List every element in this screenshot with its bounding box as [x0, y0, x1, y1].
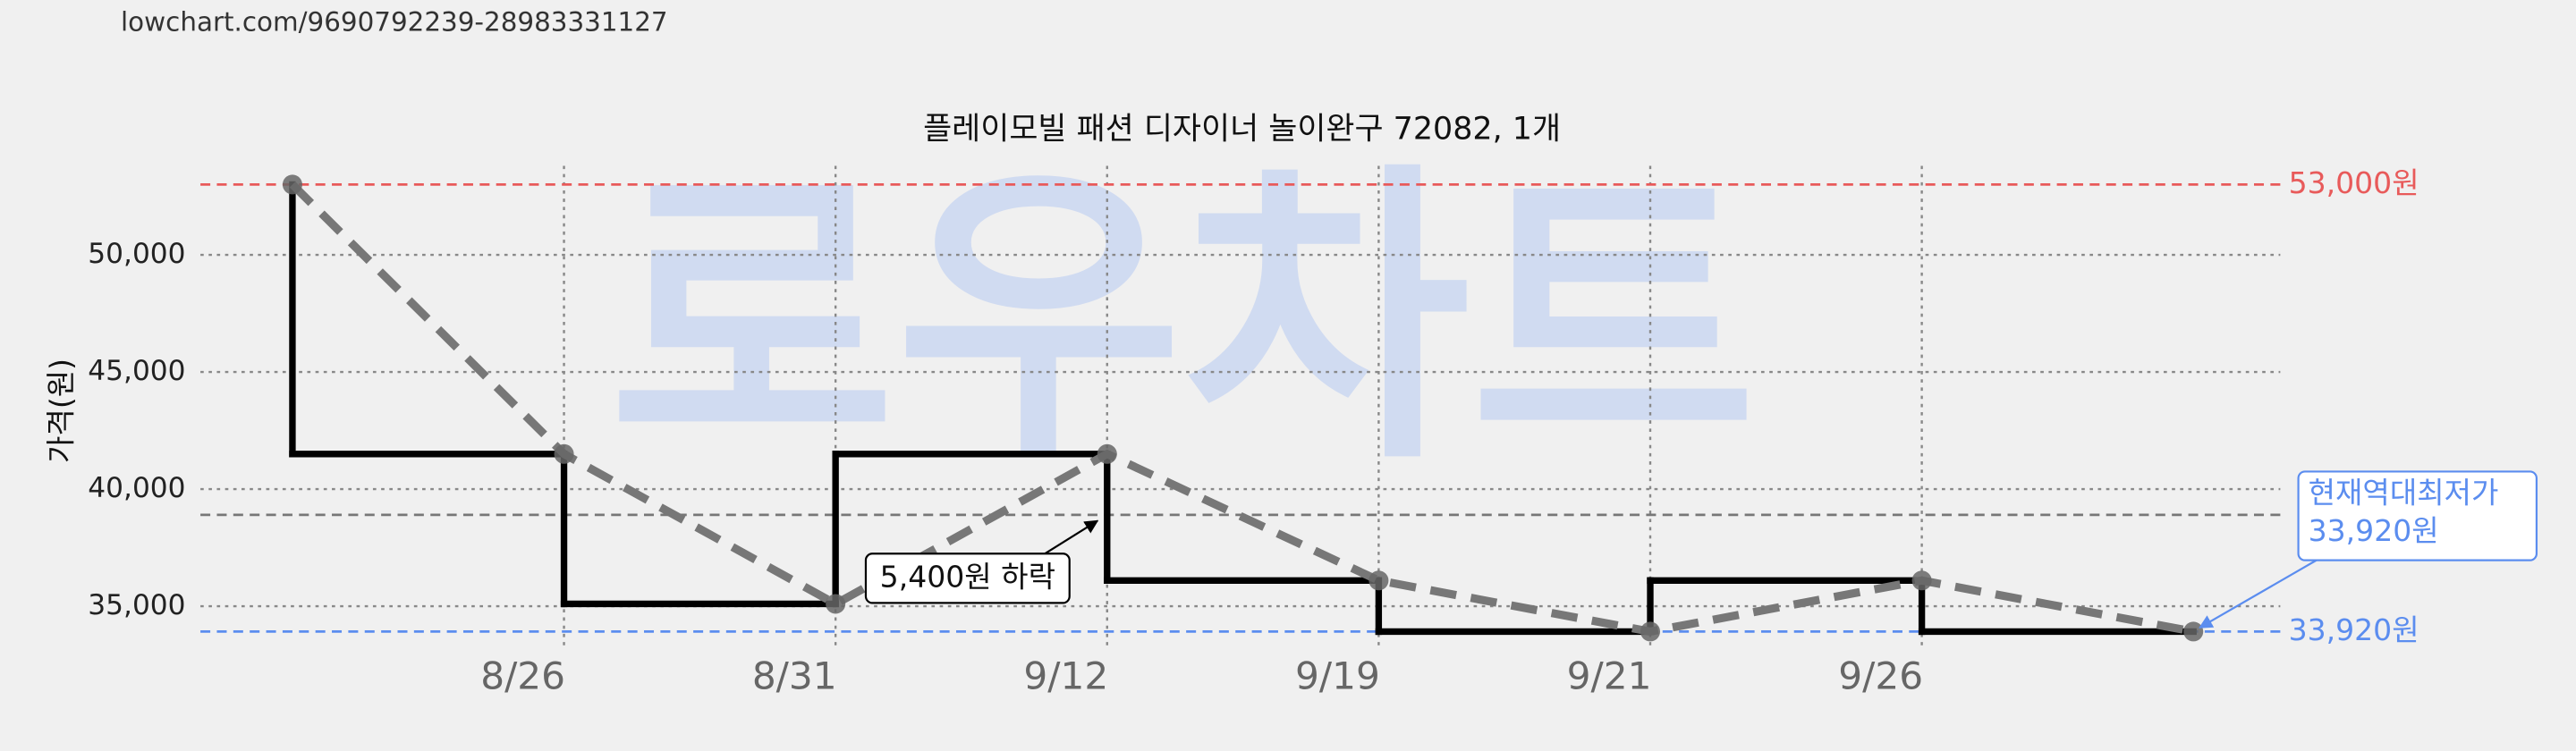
- y-tick-label: 50,000: [88, 238, 185, 270]
- price-point: [282, 174, 302, 195]
- annotation-box: [864, 553, 1071, 604]
- chart-title: 플레이모빌 패션 디자이너 놀이완구 72082, 1개: [923, 111, 1561, 147]
- price-point: [1640, 621, 1661, 642]
- price-point: [826, 594, 846, 614]
- x-tick-label: 8/26: [480, 654, 565, 697]
- x-tick-label: 9/21: [1567, 654, 1652, 697]
- y-tick-label: 40,000: [88, 472, 185, 504]
- annotation-text: 현재역대최저가: [2309, 476, 2499, 511]
- price-point: [1097, 443, 1117, 464]
- x-tick-label: 9/26: [1838, 654, 1923, 697]
- price-point: [2183, 621, 2204, 642]
- watermark: 로우차트: [608, 139, 1757, 502]
- x-tick-label: 8/31: [752, 654, 837, 697]
- annotation-text: 5,400원 하락: [880, 559, 1055, 594]
- page-url: lowchart.com/9690792239-28983331127: [121, 7, 668, 38]
- annotation-text: 33,920원: [2309, 513, 2439, 548]
- y-tick-label: 35,000: [88, 589, 185, 621]
- x-tick-label: 9/12: [1023, 654, 1108, 697]
- reference-label: 53,000원: [2289, 165, 2419, 200]
- price-point: [554, 443, 574, 464]
- price-point: [1911, 570, 1932, 591]
- annotation-arrow: [2199, 559, 2318, 629]
- y-tick-label: 45,000: [88, 355, 185, 387]
- reference-label: 33,920원: [2289, 612, 2419, 647]
- annotation-box: [2297, 470, 2538, 561]
- price-point: [1368, 570, 1389, 591]
- trend-line: [289, 181, 2195, 637]
- x-tick-label: 9/19: [1295, 654, 1380, 697]
- annotation-arrow: [1044, 519, 1099, 555]
- y-axis-label: 가격(원): [43, 359, 78, 463]
